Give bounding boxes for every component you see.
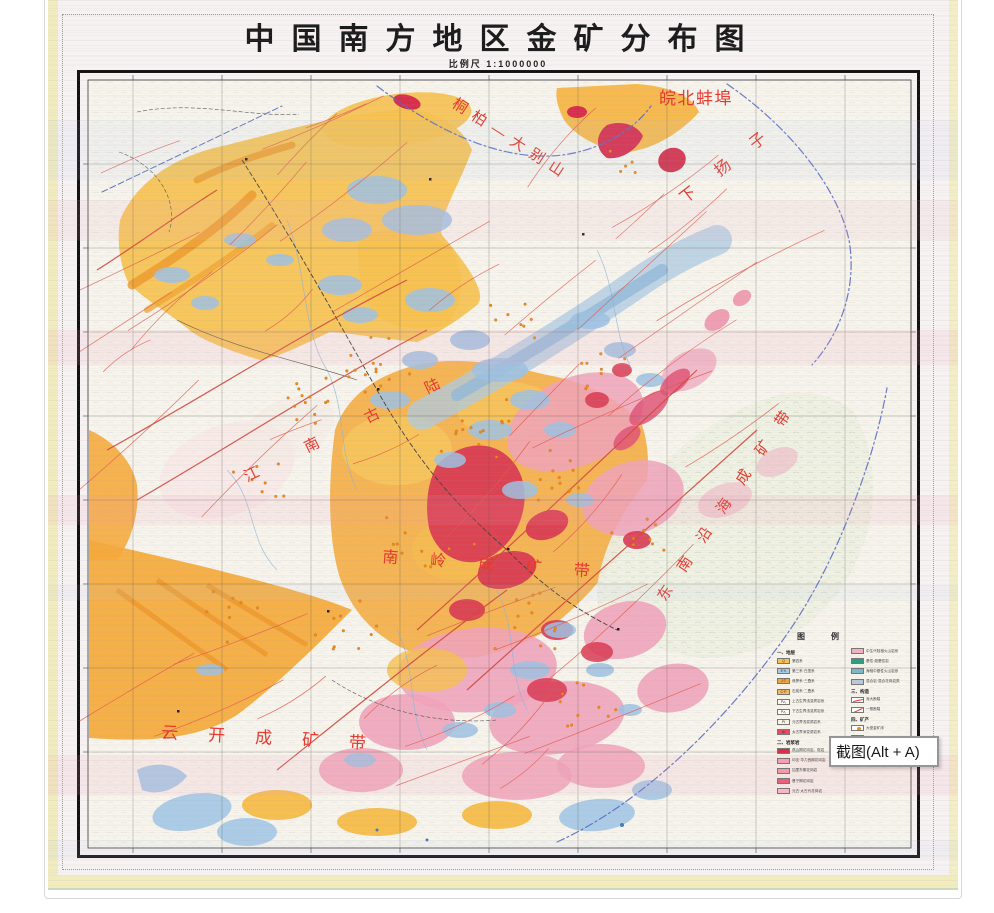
major-faults	[96, 189, 758, 771]
legend-item: Pz₁ 下古生界浅变质岩系	[777, 708, 843, 715]
legend-item: 元古·太古代花岗岩	[777, 788, 843, 795]
legend-label: 第三系·白垩系	[792, 668, 815, 673]
map-outer-frame	[77, 70, 920, 858]
legend-label: 大型金矿床	[866, 725, 884, 730]
legend-swatch	[777, 767, 790, 774]
legend-label: 下古生界浅变质岩系	[792, 709, 825, 714]
graticule-ticks	[83, 75, 916, 853]
legend-label: 元古·太古代花岗岩	[792, 788, 822, 793]
legend-label: 加里东期花岗岩	[792, 768, 818, 773]
legend-item: 印支·华力西期花岗岩	[777, 757, 843, 764]
screenshot-tooltip: 截图(Alt + A)	[829, 736, 939, 767]
legend-swatch: E·K	[777, 668, 790, 675]
legend-swatch: J·T	[777, 678, 790, 685]
legend-swatch: Pz₁	[777, 708, 790, 715]
graticule-grid	[88, 80, 911, 848]
legend-swatch	[777, 757, 790, 764]
legend-swatch: Ar	[777, 729, 790, 736]
map-title: 中国南方地区金矿分布图	[244, 23, 762, 56]
legend-label: 石炭系·二叠系	[792, 689, 815, 694]
legend-label: 中生代陆相火山岩系	[866, 648, 899, 653]
map-legend: 图例 一、地层 Q 第四系 E·K 第三系·白垩系 J·T 侏罗系·三叠系 C·P 石炭系·二叠…	[777, 631, 909, 798]
legend-label: 第四系	[792, 658, 803, 663]
sheet-edge-left	[48, 0, 58, 890]
legend-item: 海相中基性火山岩系	[851, 668, 909, 675]
legend-item: Q 第四系	[777, 658, 843, 664]
legend-swatch	[777, 778, 790, 785]
label-wanbei-bengbu: 皖北蚌埠	[659, 89, 733, 108]
decorative-dotted-border	[62, 14, 934, 870]
legend-label: 元古界浅变质岩系	[792, 719, 821, 724]
legend-label: 上古生界浅变质岩系	[792, 699, 825, 704]
legend-swatch: C·P	[777, 688, 790, 695]
sheet-edge-bottom	[48, 875, 958, 890]
legend-item: Ar 太古界深变质岩系	[777, 729, 843, 736]
legend-swatch: Pt	[777, 719, 790, 726]
legend-label: 海相中基性火山岩系	[866, 668, 899, 673]
city-markers	[177, 158, 620, 713]
legend-section-header: 二、岩浆岩	[777, 739, 800, 745]
legend-label: 基性·超基性岩	[866, 658, 889, 663]
legend-item: Pt 元古界浅变质岩系	[777, 719, 843, 726]
legend-label: 晋宁期花岗岩	[792, 778, 814, 783]
legend-label: 侏罗系·三叠系	[792, 678, 815, 683]
tectonic-boundaries	[101, 83, 888, 843]
legend-label: 燕山期花岗岩、斑岩	[792, 748, 825, 752]
sheet-edge-right	[949, 0, 958, 890]
legend-section-header: 三、构造	[851, 688, 869, 694]
legend-swatch	[851, 696, 864, 703]
legend-swatch	[851, 658, 864, 665]
legend-item: 中生代陆相火山岩系	[851, 648, 909, 654]
legend-item: Pz₂ 上古生界浅变质岩系	[777, 698, 843, 705]
page-divider	[44, 898, 962, 899]
legend-label: 一般断裂	[866, 707, 881, 712]
legend-item: J·T 侏罗系·三叠系	[777, 678, 843, 685]
legend-swatch	[851, 648, 864, 654]
geological-map: 皖北蚌埠 桐柏—大别山 下扬子 江南古陆 南岭成矿带 东南沿海成矿带 云开成矿带	[77, 70, 920, 858]
legend-title: 图例	[797, 632, 865, 641]
legend-item: 一般断裂	[851, 706, 909, 713]
legend-swatch	[851, 706, 864, 713]
rivers	[226, 219, 633, 751]
legend-item: 深大断裂	[851, 696, 909, 703]
gold-deposit-dots	[205, 149, 666, 728]
legend-item: 大型金矿床	[851, 725, 909, 732]
legend-item: 基性·超基性岩	[851, 658, 909, 665]
legend-item: 晋宁期花岗岩	[777, 778, 843, 785]
legend-label: 印支·华力西期花岗岩	[792, 758, 826, 763]
legend-item: 燕山期花岗岩、斑岩	[777, 747, 843, 754]
legend-swatch: Q	[777, 658, 790, 664]
legend-label: 深大断裂	[866, 697, 881, 702]
legend-section-header: 一、地层	[777, 650, 795, 655]
legend-swatch	[777, 747, 790, 754]
legend-swatch	[851, 668, 864, 675]
legend-swatch	[851, 678, 864, 685]
legend-swatch	[777, 788, 790, 795]
map-scale: 比例尺 1:1000000	[448, 59, 548, 69]
legend-item: E·K 第三系·白垩系	[777, 668, 843, 675]
legend-swatch: Pz₂	[777, 698, 790, 705]
screenshot-tooltip-text: 截图(Alt + A)	[836, 744, 920, 761]
legend-item: C·P 石炭系·二叠系	[777, 688, 843, 695]
legend-swatch	[851, 725, 864, 732]
legend-label: 混合岩·混合花岗岩类	[866, 679, 900, 684]
legend-item: 加里东期花岗岩	[777, 767, 843, 774]
legend-item: 混合岩·混合花岗岩类	[851, 678, 909, 685]
legend-label: 太古界深变质岩系	[792, 729, 821, 734]
map-inner-frame	[87, 79, 912, 849]
legend-section-header: 四、矿产	[851, 717, 869, 723]
